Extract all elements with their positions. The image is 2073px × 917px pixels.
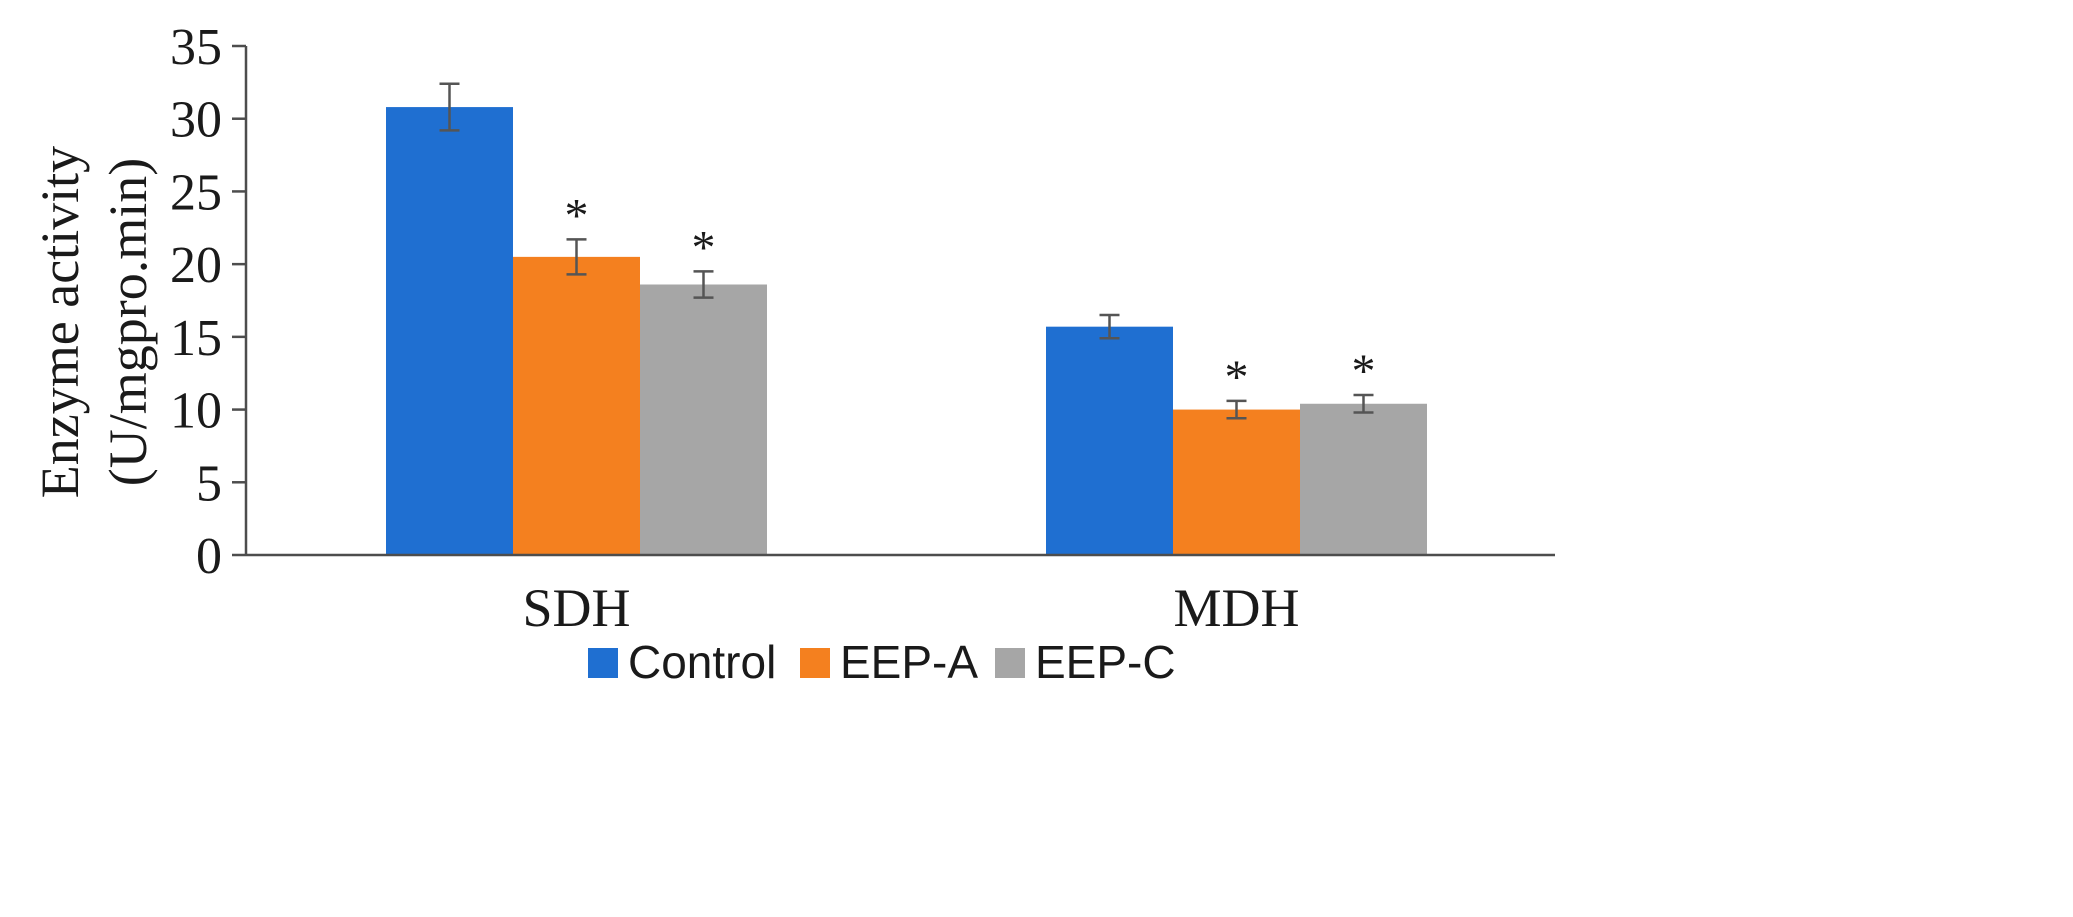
- significance-star: *: [565, 189, 589, 242]
- bar-eep-c-sdh: [640, 284, 767, 555]
- legend-label: EEP-C: [1035, 636, 1176, 688]
- category-labels: SDH MDH: [522, 578, 1299, 638]
- legend-swatch: [995, 648, 1025, 678]
- bar-eep-a-mdh: [1173, 409, 1300, 555]
- bar-control-sdh: [386, 107, 513, 555]
- significance-star: *: [1352, 345, 1376, 398]
- bar-control-mdh: [1046, 326, 1173, 555]
- error-bars: [439, 82, 1374, 420]
- legend-item-control: Control: [588, 636, 776, 688]
- bar-eep-a-sdh: [513, 256, 640, 555]
- legend-item-eep-c: EEP-C: [995, 636, 1176, 688]
- y-tick-label: 20: [170, 237, 222, 294]
- significance-star: *: [692, 221, 716, 274]
- significance-star: *: [1225, 351, 1249, 404]
- y-tick-label: 5: [196, 455, 222, 512]
- y-axis-ticks: 0 5 10 15 20 25 30 35: [170, 19, 246, 585]
- y-axis-label-line-1: Enzyme activity: [30, 146, 90, 498]
- y-axis-label-line-2: (U/mgpro.min): [98, 158, 158, 486]
- y-tick-label: 35: [170, 19, 222, 76]
- category-label-mdh: MDH: [1173, 578, 1299, 638]
- legend-swatch: [800, 648, 830, 678]
- y-axis-label: Enzyme activity (U/mgpro.min): [30, 146, 158, 498]
- legend-label: EEP-A: [840, 636, 978, 688]
- legend-swatch: [588, 648, 618, 678]
- significance-markers: * * * *: [565, 189, 1376, 403]
- legend: Control EEP-A EEP-C: [588, 636, 1176, 688]
- y-tick-label: 15: [170, 310, 222, 367]
- y-tick-label: 25: [170, 164, 222, 221]
- bars: [386, 107, 1427, 555]
- y-tick-label: 10: [170, 383, 222, 440]
- category-label-sdh: SDH: [522, 578, 630, 638]
- legend-label: Control: [628, 636, 776, 688]
- bar-eep-c-mdh: [1300, 403, 1427, 555]
- legend-item-eep-a: EEP-A: [800, 636, 978, 688]
- y-tick-label: 0: [196, 528, 222, 585]
- y-tick-label: 30: [170, 92, 222, 149]
